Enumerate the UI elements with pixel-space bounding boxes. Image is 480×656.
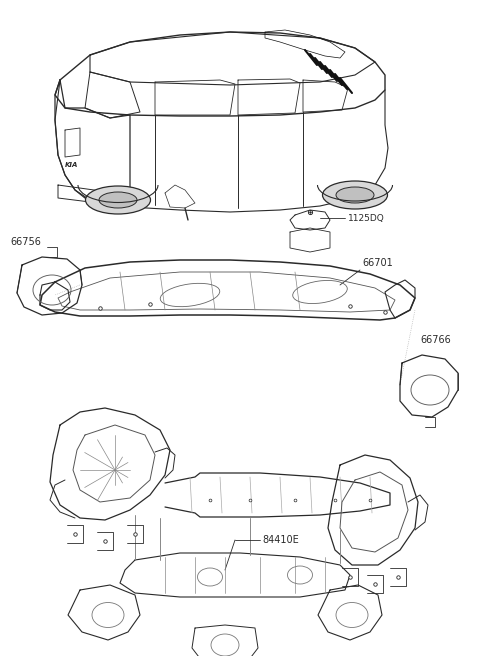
Ellipse shape xyxy=(336,187,374,203)
Ellipse shape xyxy=(99,192,137,208)
Ellipse shape xyxy=(323,181,387,209)
Text: KIA: KIA xyxy=(65,162,79,168)
Text: 66766: 66766 xyxy=(420,335,451,345)
Text: 66701: 66701 xyxy=(362,258,393,268)
Text: 84410E: 84410E xyxy=(262,535,299,545)
Text: 1125DQ: 1125DQ xyxy=(348,213,385,222)
Text: 66756: 66756 xyxy=(10,237,41,247)
Ellipse shape xyxy=(85,186,151,214)
